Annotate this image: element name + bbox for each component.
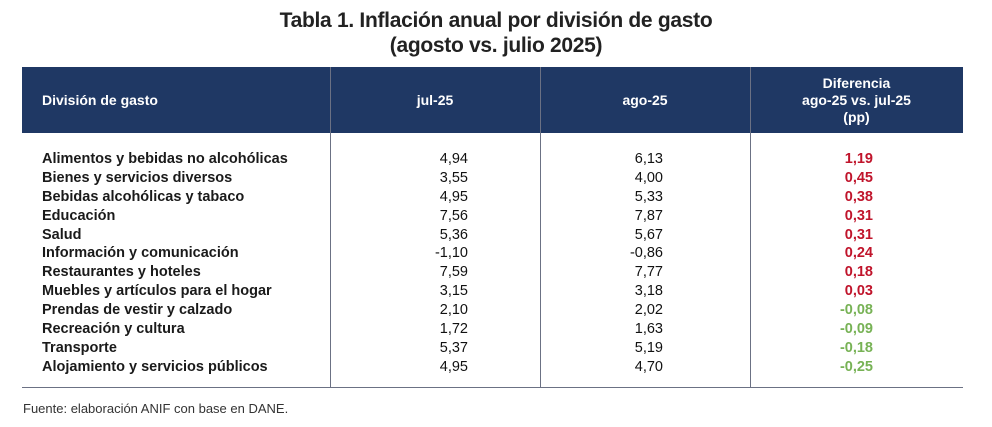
value-ago: 7,77 [634,264,663,281]
value-diff: 0,45 [844,169,873,186]
value-diff: -0,09 [839,321,873,338]
value-jul: 4,95 [439,358,468,375]
value-diff: 0,31 [844,226,873,243]
table-row: Educación 7,56 7,87 0,31 [22,207,963,226]
value-ago: 7,87 [634,207,663,224]
value-ago: 6,13 [634,151,663,167]
value-diff: 0,31 [844,207,873,224]
header-jul: jul-25 [416,91,454,108]
table-row: Recreación y cultura 1,72 1,63 -0,09 [22,320,963,339]
value-diff: 0,24 [844,245,873,262]
value-jul: 2,10 [439,302,468,319]
value-diff: -0,08 [839,302,873,319]
table-row: Alojamiento y servicios públicos 4,95 4,70… [22,358,963,377]
division-name: Información y comunicación [42,245,239,262]
value-jul: 5,37 [439,339,468,356]
table-row: Transporte 5,37 5,19 -0,18 [22,339,963,358]
table-row: Bienes y servicios diversos 3,55 4,00 0,45 [22,169,963,188]
value-ago: 2,02 [634,302,663,319]
value-ago: 5,19 [634,339,663,356]
table-row: Restaurantes y hoteles 7,59 7,77 0,18 [22,263,963,282]
value-jul: 4,95 [439,188,468,205]
value-diff: 1,19 [844,151,873,167]
value-diff: -0,25 [839,358,873,375]
value-diff: 0,38 [844,188,873,205]
value-diff: 0,18 [844,264,873,281]
table-row: Información y comunicación -1,10 -0,86 0,24 [22,244,963,263]
title-line-2: (agosto vs. julio 2025) [389,34,603,57]
table-header: División de gasto jul-25 ago-25 Diferenc… [22,67,963,133]
division-name: Salud [42,226,82,243]
value-ago: 4,00 [634,169,663,186]
column-divider [330,67,331,387]
division-name: Bienes y servicios diversos [42,169,233,186]
header-diff: Diferencia ago-25 vs. jul-25 (pp) [750,67,963,133]
column-divider [750,67,751,387]
table-row: Muebles y artículos para el hogar 3,15 3,1… [22,282,963,301]
value-jul: 3,15 [439,283,468,300]
value-jul: -1,10 [434,245,468,262]
division-name: Recreación y cultura [42,321,185,338]
table-row: Bebidas alcohólicas y tabaco 4,95 5,33 0,38 [22,188,963,207]
value-diff: -0,18 [839,339,873,356]
value-ago: 5,67 [634,226,663,243]
division-name: Restaurantes y hoteles [42,264,201,281]
header-division: División de gasto [42,91,158,108]
table-row: Prendas de vestir y calzado 2,10 2,02 -0,08 [22,301,963,320]
table-bottom-rule [22,387,963,388]
division-name: Muebles y artículos para el hogar [42,283,272,300]
value-jul: 4,94 [439,151,468,167]
column-divider [540,67,541,387]
table-row: Alimentos y bebidas no alcohólicas 4,94 6,… [22,150,963,169]
value-jul: 7,56 [439,207,468,224]
value-ago: 1,63 [634,321,663,338]
division-name: Educación [42,207,116,224]
division-name: Bebidas alcohólicas y tabaco [42,188,245,205]
value-ago: 4,70 [634,358,663,375]
table-row: Salud 5,36 5,67 0,31 [22,226,963,245]
division-name: Prendas de vestir y calzado [42,302,233,319]
division-name: Alimentos y bebidas no alcohólicas [42,151,288,167]
header-diff-line1: Diferencia [822,74,891,91]
value-ago: 5,33 [634,188,663,205]
table-title: Tabla 1. Inflación anual por división de… [0,8,992,58]
value-jul: 7,59 [439,264,468,281]
division-name: Transporte [42,339,117,356]
division-name: Alojamiento y servicios públicos [42,358,268,375]
value-jul: 1,72 [439,321,468,338]
table-body: Alimentos y bebidas no alcohólicas 4,94 6,… [22,150,963,377]
value-jul: 5,36 [439,226,468,243]
header-diff-line3: (pp) [843,108,870,125]
value-ago: 3,18 [634,283,663,300]
value-jul: 3,55 [439,169,468,186]
title-line-1: Tabla 1. Inflación anual por división de… [279,9,713,32]
value-diff: 0,03 [844,283,873,300]
source-note: Fuente: elaboración ANIF con base en DAN… [23,401,289,416]
header-diff-line2: ago-25 vs. jul-25 [802,91,911,108]
value-ago: -0,86 [629,245,663,262]
header-ago: ago-25 [622,91,668,108]
